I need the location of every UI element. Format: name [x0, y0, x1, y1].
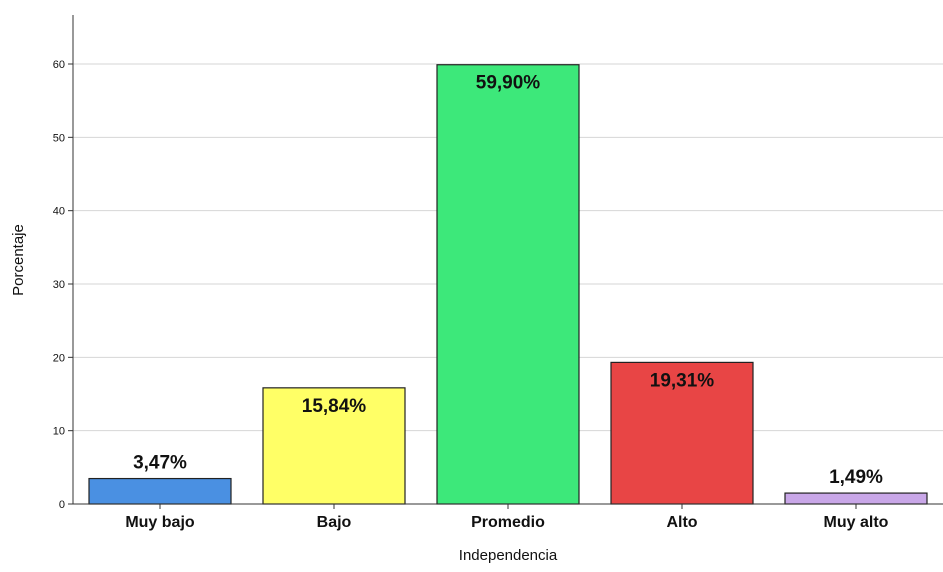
bars: [88, 64, 928, 505]
bar-muy-bajo: [88, 477, 232, 505]
y-tick-label: 50: [53, 132, 65, 144]
bar-bajo: [262, 387, 406, 505]
y-tick-label: 40: [53, 206, 65, 218]
axes: [72, 15, 943, 505]
data-label-bajo: 15,84%: [302, 396, 367, 417]
bar-promedio: [436, 64, 580, 505]
bar-muy-alto: [784, 492, 928, 505]
y-axis-title: Porcentaje: [10, 224, 27, 296]
data-label-alto: 19,31%: [650, 370, 715, 391]
x-tick-label-promedio: Promedio: [471, 514, 545, 531]
data-label-muy-bajo: 3,47%: [133, 453, 187, 474]
data-label-promedio: 59,90%: [476, 73, 541, 94]
y-tick-label: 0: [59, 499, 65, 511]
data-label-muy-alto: 1,49%: [829, 467, 883, 488]
x-tick-label-bajo: Bajo: [317, 514, 352, 531]
x-axis-title: Independencia: [459, 547, 558, 564]
y-tick-label: 10: [53, 426, 65, 438]
x-tick-label-muy-alto: Muy alto: [824, 514, 889, 531]
x-tick-label-muy-bajo: Muy bajo: [125, 514, 195, 531]
y-tick-label: 20: [53, 352, 65, 364]
y-tick-label: 60: [53, 59, 65, 71]
bar-alto: [610, 361, 754, 505]
x-tick-label-alto: Alto: [666, 514, 697, 531]
labels: 0 10 20 30 40 50 60 Muy bajo 3,47% Bajo 15,84% Prom…: [53, 59, 889, 531]
y-tick-label: 30: [53, 279, 65, 291]
